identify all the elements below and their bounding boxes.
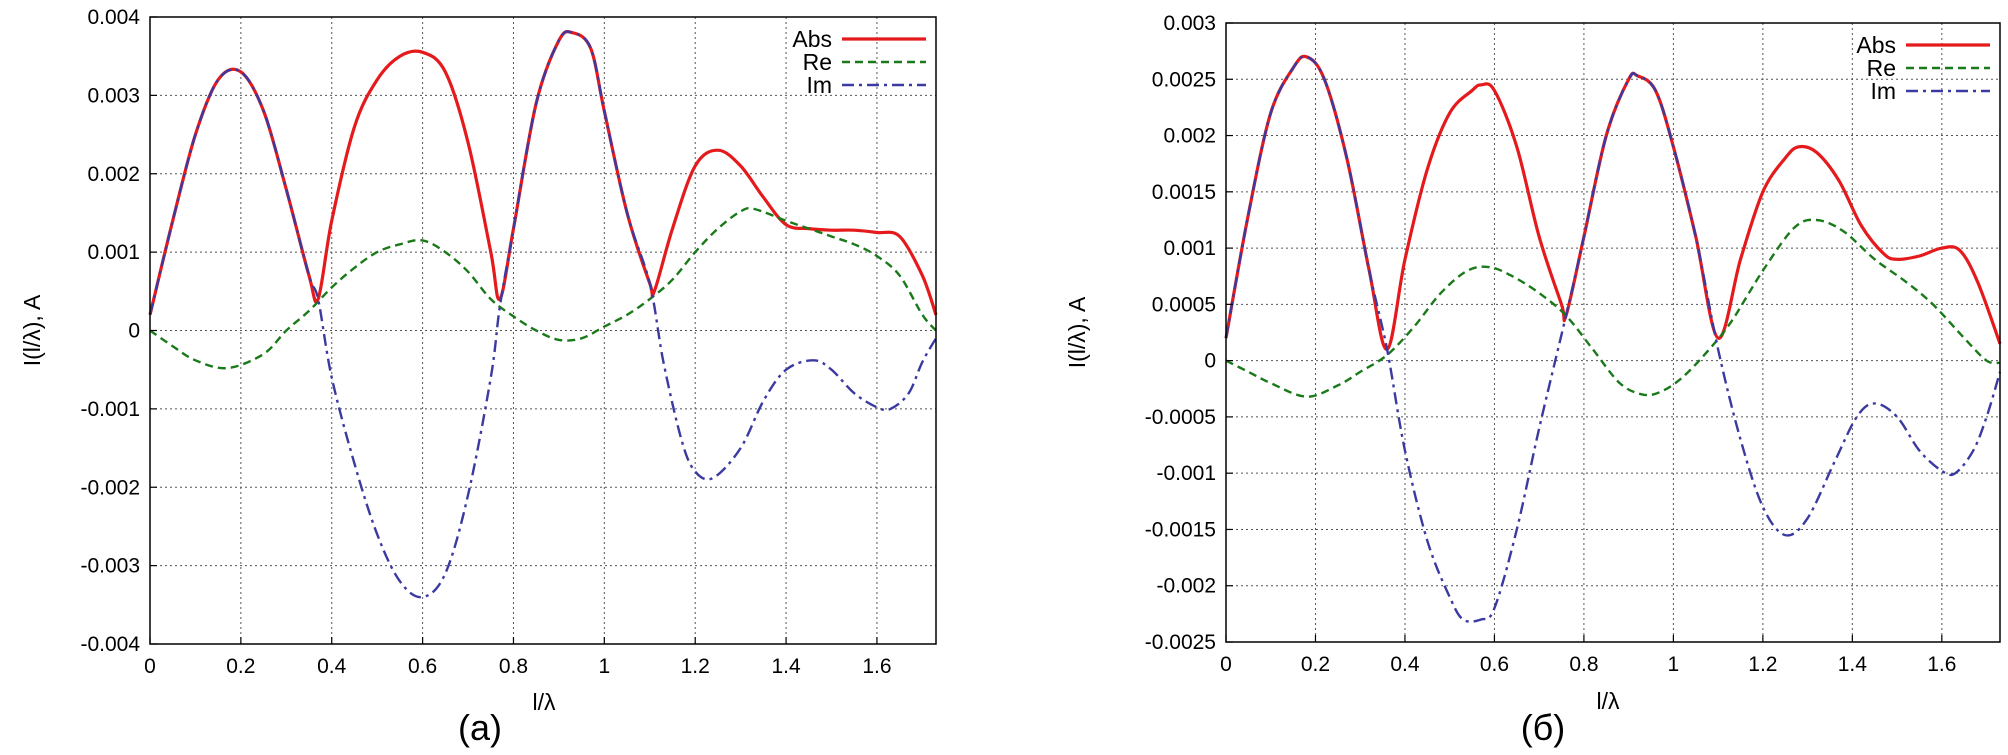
y-axis-label: I(l/λ), A xyxy=(1064,296,1090,368)
y-tick-label: -0.002 xyxy=(1156,575,1216,598)
x-tick-label: 0.6 xyxy=(1480,653,1509,676)
y-tick-label: -0.004 xyxy=(80,633,140,656)
x-tick-label: 0.6 xyxy=(408,655,437,678)
plot-frame xyxy=(149,16,937,645)
x-tick-label: 0.4 xyxy=(317,655,347,678)
x-tick-label: 0 xyxy=(144,655,156,678)
x-tick-label: 0.2 xyxy=(226,655,255,678)
series-line-im xyxy=(1224,55,2002,623)
panel-caption: (a) xyxy=(458,707,502,748)
y-tick-label: 0.003 xyxy=(87,84,140,107)
y-tick-label: 0 xyxy=(128,320,140,343)
x-tick-label: 0.8 xyxy=(1569,653,1598,676)
y-tick-label: 0.001 xyxy=(1163,237,1216,260)
x-tick-label: 1.2 xyxy=(1748,653,1777,676)
series-line-im xyxy=(148,30,938,599)
y-tick-label: 0.0015 xyxy=(1152,181,1216,204)
y-tick-label: 0 xyxy=(1204,350,1216,373)
x-axis-label: l/λ xyxy=(533,689,557,715)
y-tick-label: -0.001 xyxy=(1156,462,1216,485)
y-tick-label: 0.002 xyxy=(87,163,140,186)
chart-panel-a: 0 0.2 0.4 0.6 0.8 1 1.2 1.4 1.6 0.004 0.003 0.002 0.… xyxy=(19,6,938,748)
y-tick-label: 0.001 xyxy=(87,241,140,264)
y-tick-label: -0.001 xyxy=(80,398,140,421)
x-tick-label: 1 xyxy=(1668,653,1680,676)
y-tick-label: -0.0005 xyxy=(1145,406,1216,429)
y-tick-label: -0.0015 xyxy=(1145,518,1216,541)
x-tick-label: 1.6 xyxy=(1927,653,1956,676)
legend-label-re: Re xyxy=(803,49,832,75)
y-tick-label: -0.003 xyxy=(80,555,140,578)
y-tick-label: 0.0005 xyxy=(1152,293,1216,316)
y-axis-label: I(l/λ), A xyxy=(19,294,45,366)
legend-label-abs: Abs xyxy=(792,26,832,52)
y-tick-label: 0.0025 xyxy=(1152,68,1216,91)
x-tick-label: 0.4 xyxy=(1390,653,1420,676)
x-tick-label: 1 xyxy=(598,655,610,678)
x-tick-label: 1.6 xyxy=(862,655,891,678)
plot-frame xyxy=(1225,22,2001,643)
x-tick-label: 1.2 xyxy=(681,655,710,678)
x-tick-label: 0 xyxy=(1220,653,1232,676)
chart-panel-b: 0 0.2 0.4 0.6 0.8 1 1.2 1.4 1.6 0.003 0.0025 0.002 0… xyxy=(1064,12,2002,748)
y-tick-label: -0.0025 xyxy=(1145,631,1216,654)
x-tick-label: 0.2 xyxy=(1301,653,1330,676)
legend-label-re: Re xyxy=(1867,55,1896,81)
x-tick-label: 1.4 xyxy=(771,655,801,678)
panel-caption: (б) xyxy=(1521,707,1566,748)
y-tick-label: 0.004 xyxy=(87,6,140,29)
y-tick-label: 0.003 xyxy=(1163,12,1216,35)
legend-label-im: Im xyxy=(806,72,832,98)
x-tick-label: 0.8 xyxy=(499,655,528,678)
y-tick-label: 0.002 xyxy=(1163,125,1216,148)
series-line-re xyxy=(149,207,937,370)
y-tick-label: -0.002 xyxy=(80,476,140,499)
legend-label-abs: Abs xyxy=(1856,32,1896,58)
legend-label-im: Im xyxy=(1870,78,1896,104)
x-tick-label: 1.4 xyxy=(1838,653,1868,676)
x-axis-label: l/λ xyxy=(1597,688,1621,714)
series-line-re xyxy=(1225,218,2001,398)
